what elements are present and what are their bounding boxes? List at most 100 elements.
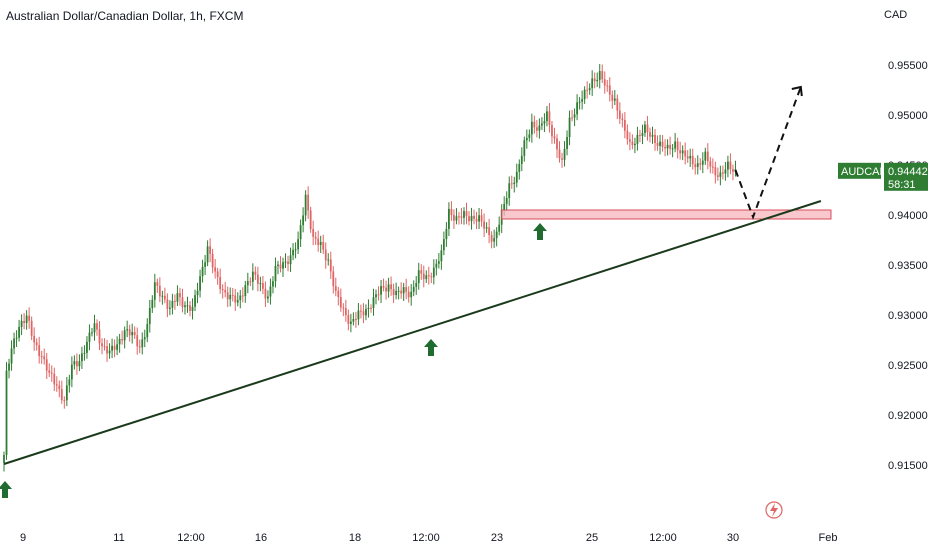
candle-body [48,370,51,373]
x-tick-label: 30 [727,532,739,544]
candle-body [732,169,734,172]
candle-body [679,150,682,154]
y-tick-label: 0.93500 [888,260,928,272]
candle-body [229,294,232,300]
candle [656,135,659,151]
candle [168,300,171,316]
candle-body [161,295,164,297]
candle-body [121,339,124,341]
candle [684,142,687,165]
candle-body [211,253,214,268]
candle-body [646,124,649,133]
candle-body [681,150,684,154]
up-arrow-icon [0,481,12,498]
candle-body [578,101,581,103]
candle [267,290,269,303]
candle [460,207,463,225]
candle [432,259,435,285]
candle [541,117,543,130]
candle [8,358,10,379]
candle [53,367,56,392]
candle-body [264,288,267,299]
candle-body [523,140,526,156]
candle-body [425,275,428,280]
candle-body [430,276,433,278]
candle-body [93,323,96,333]
candle [319,235,322,253]
candle [254,266,257,281]
candle-body [86,341,88,353]
candle [367,299,370,318]
candle [322,234,325,254]
candle-body [50,372,53,374]
candle-body [28,315,31,321]
candle-body [453,215,455,221]
candle [148,299,151,333]
candle [493,229,496,248]
candle [380,280,382,304]
candle-body [385,287,387,292]
candle-body [546,111,548,122]
candle [701,152,704,174]
candle [696,155,699,175]
candle [302,207,305,233]
candle-body [116,344,119,350]
candle-body [654,134,656,144]
candle-body [407,291,410,298]
candle [608,77,611,102]
candle-body [174,300,176,302]
candle-body [231,294,234,296]
up-arrow-shape [424,339,438,356]
candle [528,129,531,142]
candle [508,176,511,206]
candle-body [370,307,372,309]
candle-body [422,273,425,280]
candle-body [262,283,264,289]
candle [513,176,516,193]
candle-body [390,284,392,290]
candle [362,303,365,324]
candle-body [596,80,599,82]
candle-body [244,285,247,297]
y-tick-label: 0.95500 [888,60,928,72]
candle [661,134,664,152]
candle-body [588,88,591,91]
candle [623,112,626,139]
candle-body [20,320,23,327]
candle [518,159,521,180]
currency-label: CAD [884,9,908,21]
candle [548,102,551,133]
candle-body [146,324,149,338]
candle [113,339,116,358]
candle [184,301,186,315]
candle [131,323,134,344]
candle-body [415,283,418,287]
candle-body [475,219,478,222]
candle-body [194,295,196,307]
candle [546,106,548,127]
candle-body [201,266,204,277]
candle [3,451,5,472]
candle-body [204,262,206,267]
candle-body [460,216,463,218]
candle [390,276,392,296]
candle-body [81,353,83,362]
candle-body [535,127,538,131]
candle [538,118,541,139]
candle [666,139,669,156]
candle [174,294,176,310]
candle-body [649,132,651,137]
candle [450,201,453,221]
candle-body [226,292,229,300]
y-tick-label: 0.92000 [888,410,928,422]
candle-body [510,183,513,185]
candle [686,150,689,163]
candle-body [410,291,413,298]
candle [13,332,15,355]
candle [181,288,184,313]
candle-body [168,307,171,309]
candle [352,312,355,326]
candle-body [400,290,403,294]
